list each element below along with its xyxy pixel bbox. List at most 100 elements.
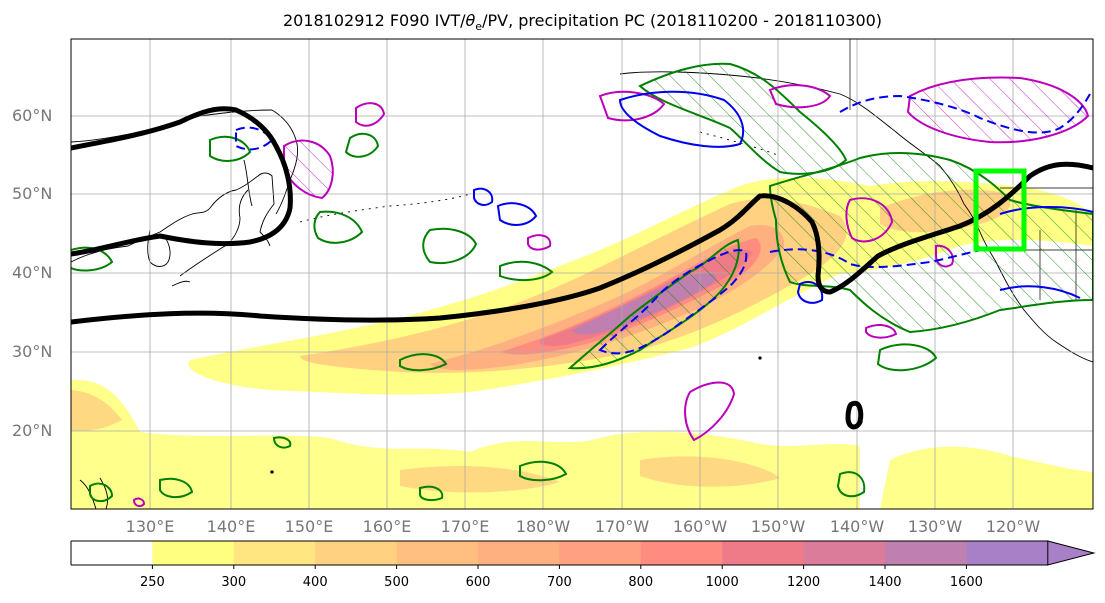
- green-contour-b: [422, 227, 478, 264]
- black-thick-contour: [71, 106, 1093, 430]
- dashed-contour-north: [839, 93, 1091, 134]
- colorbar-segment: [559, 541, 642, 565]
- green-contour-h: [399, 353, 448, 372]
- colorbar-segment: [885, 541, 967, 565]
- magenta-contour-f: [684, 381, 736, 442]
- green-contour-m: [836, 471, 866, 498]
- green-contour-g: [499, 260, 554, 282]
- green-contour-f: [71, 246, 114, 272]
- ivt-level-400: [300, 199, 847, 373]
- green-contour-i: [876, 343, 938, 372]
- lon-label-160w: 160°W: [672, 517, 728, 536]
- black-contour-ring: [845, 400, 864, 430]
- coast-korea: [147, 229, 171, 267]
- dashed-contour-mid: [769, 247, 991, 269]
- colorbar-tick-label: 600: [465, 575, 491, 590]
- colorbar-segment: [152, 541, 235, 565]
- colorbar-tick-label: 300: [221, 575, 247, 590]
- green-contour-k: [419, 485, 444, 502]
- lon-label-170e: 170°E: [440, 517, 490, 536]
- graticule: [71, 39, 1093, 509]
- colorbar-tick-label: 250: [139, 575, 165, 590]
- lon-label-130w: 130°W: [907, 517, 963, 536]
- ivt-level-250-east: [880, 446, 1093, 509]
- green-contour-j: [159, 477, 194, 498]
- blue-dashed-contours: [235, 93, 1091, 355]
- title-theta: θ: [465, 11, 476, 30]
- magenta-contour-h: [865, 324, 898, 339]
- title-prefix: 2018102912 F090 IVT/: [282, 11, 466, 30]
- magenta-contour-kam: [283, 139, 334, 200]
- lat-label-60: 60°N: [12, 106, 53, 125]
- colorbar-segment: [315, 541, 398, 565]
- green-hatched-trough: [567, 238, 740, 370]
- title-suffix: /PV, precipitation PC (2018110200 - 2018…: [482, 11, 883, 30]
- magenta-contour-i: [132, 497, 146, 508]
- colorbar-segment: [478, 541, 560, 565]
- black-contour-north: [71, 106, 293, 257]
- colorbar-tick-label: 400: [302, 575, 328, 590]
- magenta-contour-d: [845, 197, 894, 243]
- black-contour-main: [71, 161, 1093, 325]
- lon-label-140w: 140°W: [829, 517, 885, 536]
- colorbar-segment: [640, 541, 723, 565]
- lon-label-150e: 150°E: [284, 517, 334, 536]
- magenta-contour-b: [598, 90, 666, 122]
- blue-solid-contours: [473, 90, 1093, 304]
- green-contour-c: [313, 210, 364, 244]
- map-content: [71, 39, 1093, 509]
- blue-contour-east: [999, 206, 1093, 299]
- colorbar-segment: [396, 541, 479, 565]
- map-title: 2018102912 F090 IVT/θe/PV, precipitation…: [0, 11, 1105, 33]
- magenta-contour-a: [355, 102, 386, 127]
- lat-label-20: 20°N: [12, 421, 53, 440]
- colorbar-segment: [233, 541, 316, 565]
- coast-japan: [171, 189, 249, 287]
- blue-contour-c: [473, 187, 494, 206]
- colorbar-tick-label: 1400: [868, 575, 902, 590]
- lat-label-40: 40°N: [12, 263, 53, 282]
- blue-contour-f: [796, 281, 824, 304]
- colorbar-segment: [71, 541, 153, 565]
- magenta-contour-e: [527, 234, 552, 251]
- lon-label-140e: 140°E: [206, 517, 256, 536]
- colorbar-tick-label: 500: [384, 575, 410, 590]
- dashed-contour-trough: [598, 249, 748, 355]
- lon-label-150w: 150°W: [750, 517, 806, 536]
- map-frame: [70, 38, 1094, 510]
- coast-sakhalin: [243, 159, 253, 207]
- lon-label-130e: 130°E: [125, 517, 175, 536]
- island-dot-b: [758, 356, 762, 360]
- blue-contour-b: [496, 202, 538, 226]
- lat-label-50: 50°N: [12, 184, 53, 203]
- lon-label-120w: 120°W: [985, 517, 1041, 536]
- ivt-level-600: [430, 224, 785, 370]
- green-contour-l: [519, 460, 568, 482]
- colorbar-segment: [722, 541, 805, 565]
- green-contour-e: [344, 132, 380, 158]
- colorbar-extend-arrow: [1047, 540, 1096, 566]
- colorbar-tick-label: 1200: [787, 575, 821, 590]
- green-contour-n: [272, 436, 292, 449]
- colorbar-tick-label: 700: [546, 575, 572, 590]
- ivt-level-400-south: [71, 390, 780, 493]
- title-theta-sub: e: [475, 20, 483, 34]
- magenta-hatched-north: [906, 76, 1090, 144]
- colorbar-tick-label: 1000: [705, 575, 739, 590]
- green-hatched-alaska: [638, 62, 848, 175]
- lon-label-180w: 180°W: [515, 517, 571, 536]
- colorbar-tick-label: 1600: [949, 575, 983, 590]
- colorbar-segment: [966, 541, 1049, 565]
- lon-label-170w: 170°W: [594, 517, 650, 536]
- dashed-contour-kam: [235, 126, 274, 151]
- colorbar-tick-label: 800: [628, 575, 654, 590]
- lat-label-30: 30°N: [12, 342, 53, 361]
- green-contour-o: [89, 482, 114, 502]
- blue-contour-alaska: [618, 90, 745, 148]
- island-dot-a: [270, 470, 274, 474]
- magenta-contour-c: [768, 84, 832, 109]
- colorbar-segment: [803, 541, 886, 565]
- lon-label-160e: 160°E: [362, 517, 412, 536]
- green-contour-d: [209, 135, 252, 162]
